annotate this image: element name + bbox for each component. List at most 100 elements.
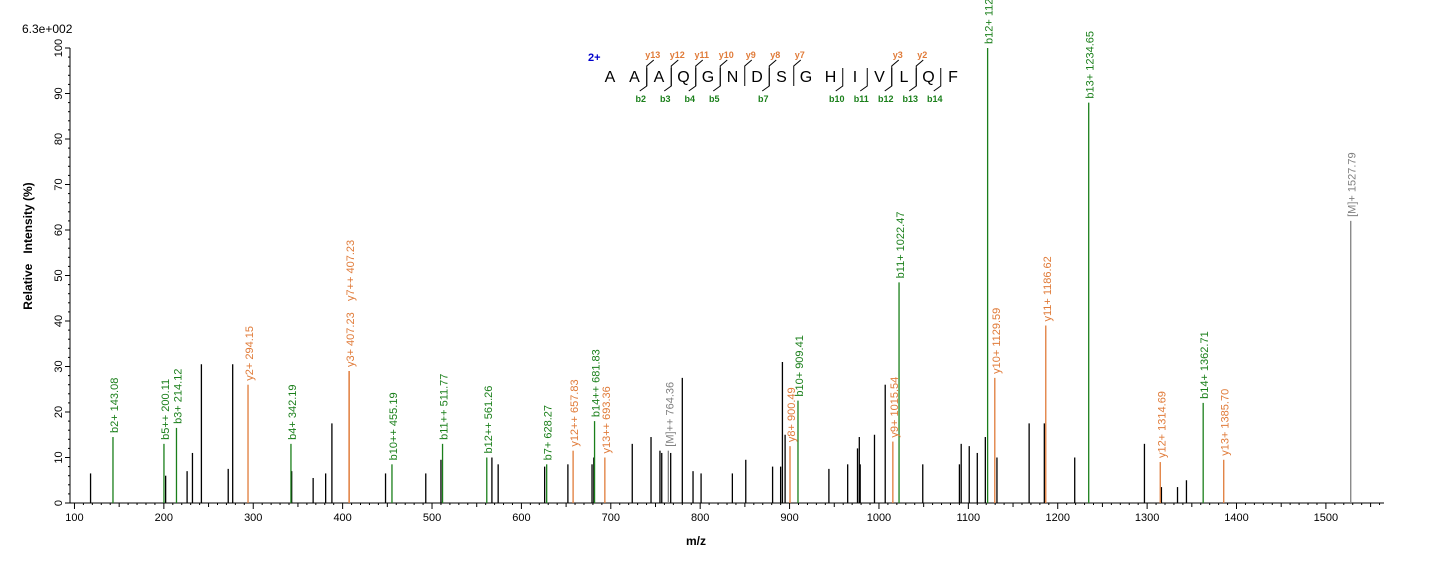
peak-label: b14++ 681.83 bbox=[591, 349, 603, 417]
peak-label: b14+ 1362.71 bbox=[1199, 331, 1211, 399]
y-ion-label: y9 bbox=[746, 50, 756, 60]
peak-label: y12+ 1314.69 bbox=[1156, 391, 1168, 458]
y-ion-cleavage-mark bbox=[744, 59, 753, 86]
y-tick-label: 20 bbox=[53, 406, 65, 418]
x-tick-label: 1300 bbox=[1135, 512, 1159, 524]
residue-letter: A bbox=[654, 69, 665, 86]
peak-label-group: b2+ 143.08 b5++ 200.11 b3+ 214.12 y2+ 294.1… bbox=[109, 0, 1359, 460]
y-tick-label: 70 bbox=[53, 178, 65, 190]
y-tick-label: 10 bbox=[53, 451, 65, 463]
peak-label: y3+ 407.23 bbox=[345, 312, 357, 367]
x-tick-label: 800 bbox=[691, 512, 709, 524]
peak-label: y2+ 294.15 bbox=[244, 326, 256, 381]
x-tick-label: 500 bbox=[423, 512, 441, 524]
residue-letter: G bbox=[702, 69, 714, 86]
y-ion-label: y10 bbox=[719, 50, 734, 60]
x-tick-label: 200 bbox=[155, 512, 173, 524]
b-ion-label: b10 bbox=[829, 94, 845, 104]
residue-letter: F bbox=[948, 69, 958, 86]
x-tick-label: 900 bbox=[780, 512, 798, 524]
b-ion-label: b3 bbox=[660, 94, 671, 104]
peak-label: [M]+ 1527.79 bbox=[1347, 152, 1359, 217]
peak-label: y9+ 1015.54 bbox=[889, 377, 901, 438]
x-tick-label: 700 bbox=[602, 512, 620, 524]
x-tick-label: 1500 bbox=[1314, 512, 1338, 524]
b-ion-cleavage-mark bbox=[908, 68, 917, 92]
b-ion-label: b13 bbox=[902, 94, 918, 104]
y-tick-label: 50 bbox=[53, 269, 65, 281]
peak-label: y13++ 693.36 bbox=[601, 386, 613, 453]
peak-label: y11+ 1186.62 bbox=[1042, 256, 1054, 321]
b-ion-cleavage-mark bbox=[859, 68, 868, 92]
residue-letter: V bbox=[874, 69, 885, 86]
y-tick-label: 90 bbox=[53, 87, 65, 99]
residue-letter: G bbox=[800, 69, 812, 86]
peak-label: y13+ 1385.70 bbox=[1220, 389, 1232, 456]
y-tick-label: 40 bbox=[53, 315, 65, 327]
chart-axes: 0 10 20 30 40 50 60 70 80 90 100 100 200 300 400 500 600… bbox=[53, 39, 1384, 524]
b-ion-cleavage-mark bbox=[835, 68, 844, 92]
peak-label: y8+ 900.49 bbox=[786, 387, 798, 442]
peak-label: b10++ 455.19 bbox=[388, 392, 400, 460]
peak-label: b4+ 342.19 bbox=[287, 384, 299, 439]
y-ion-label: y13 bbox=[645, 50, 660, 60]
peak-label: y10+ 1129.59 bbox=[991, 308, 1003, 374]
y-ion-label: y11 bbox=[694, 50, 709, 60]
y-tick-label: 100 bbox=[53, 39, 65, 57]
peak-label: b12+ 1121.56 bbox=[984, 0, 996, 44]
peak-series bbox=[89, 48, 1352, 503]
y-tick-label: 0 bbox=[53, 500, 65, 506]
x-axis-label: m/z bbox=[686, 534, 707, 548]
b-ion-cleavage-mark bbox=[688, 68, 697, 92]
peak-label: b7+ 628.27 bbox=[543, 405, 555, 460]
y-axis-label: Relative Intensity (%) bbox=[21, 182, 35, 310]
residue-letter: Q bbox=[677, 69, 689, 86]
b-ion-label: b2 bbox=[635, 94, 646, 104]
residue-letter: L bbox=[900, 69, 909, 86]
b-ion-cleavage-mark bbox=[933, 68, 942, 92]
y-tick-label: 60 bbox=[53, 224, 65, 236]
b-ion-cleavage-mark bbox=[761, 68, 770, 92]
residue-letter: S bbox=[776, 69, 787, 86]
residue-letter: A bbox=[605, 69, 616, 86]
y-ion-label: y3 bbox=[893, 50, 903, 60]
y-ion-label: y2 bbox=[917, 50, 927, 60]
b-ion-label: b11 bbox=[854, 94, 869, 104]
y-ion-label: y12 bbox=[670, 50, 685, 60]
b-ion-cleavage-mark bbox=[639, 68, 648, 92]
residue-letter: H bbox=[825, 69, 837, 86]
peak-label: b10+ 909.41 bbox=[794, 335, 806, 396]
b-ion-label: b7 bbox=[758, 94, 769, 104]
b-ion-label: b5 bbox=[709, 94, 720, 104]
charge-label: 2+ bbox=[588, 52, 601, 64]
peak-label: b11+ 1022.47 bbox=[895, 212, 907, 279]
y-ion-cleavage-mark bbox=[793, 59, 802, 86]
y-ion-label: y7 bbox=[795, 50, 805, 60]
b-ion-label: b14 bbox=[927, 94, 943, 104]
y-tick-label: 30 bbox=[53, 360, 65, 372]
x-tick-label: 400 bbox=[333, 512, 351, 524]
x-tick-label: 300 bbox=[244, 512, 262, 524]
peak-label: b13+ 1234.65 bbox=[1085, 31, 1097, 99]
x-tick-label: 1000 bbox=[867, 512, 891, 524]
residue-letter: Q bbox=[922, 69, 934, 86]
x-tick-label: 600 bbox=[512, 512, 530, 524]
peak-label: b5++ 200.11 bbox=[160, 379, 172, 440]
x-tick-label: 1400 bbox=[1224, 512, 1248, 524]
intensity-scale-label: 6.3e+002 bbox=[22, 22, 73, 36]
peak-label: b12++ 561.26 bbox=[483, 386, 495, 454]
b-ion-label: b12 bbox=[878, 94, 894, 104]
x-tick-label: 1100 bbox=[957, 512, 981, 524]
peak-label: y12++ 657.83 bbox=[569, 379, 581, 446]
peak-label: b3+ 214.12 bbox=[172, 369, 184, 424]
b-ion-label: b4 bbox=[684, 94, 695, 104]
residue-letter: A bbox=[629, 69, 640, 86]
b-ion-cleavage-mark bbox=[884, 68, 893, 92]
peak-label: b11++ 511.77 bbox=[439, 374, 451, 440]
b-ion-cleavage-mark bbox=[663, 68, 672, 92]
residue-letter: N bbox=[727, 69, 739, 86]
y-ion-label: y8 bbox=[770, 50, 780, 60]
residue-letter: D bbox=[751, 69, 763, 86]
